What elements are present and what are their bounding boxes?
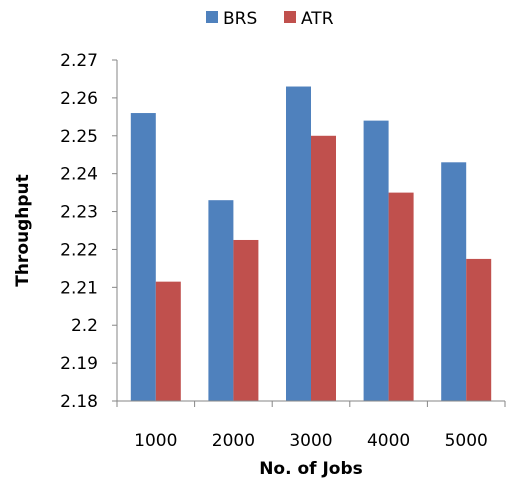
x-tick-labels: 1000 2000 3000 4000 5000 [134,431,488,451]
bar-atr-4000 [388,192,414,401]
bar-atr-1000 [155,281,181,401]
bar-brs-4000 [363,120,389,401]
x-tick-label: 5000 [445,431,488,451]
x-tick-label: 2000 [212,431,255,451]
x-axis-title: No. of Jobs [259,459,363,479]
x-tick-label: 3000 [289,431,332,451]
y-tick-label: 2.25 [60,127,98,147]
bar-brs-3000 [286,86,311,402]
y-tick-labels: 2.18 2.19 2.2 2.21 2.22 2.23 2.24 2.25 2.26 2.27 [60,51,98,412]
y-tick-label: 2.23 [60,203,98,223]
bar-atr-5000 [466,258,492,401]
y-axis-title: Throughput [13,174,33,287]
bars [130,86,492,402]
bar-brs-1000 [130,113,156,402]
x-tick-label: 4000 [367,431,410,451]
y-tick-label: 2.2 [71,316,98,336]
legend-label-atr: ATR [301,9,334,29]
y-tick-label: 2.18 [60,392,98,412]
y-tick-label: 2.22 [60,240,98,260]
y-tick-label: 2.24 [60,165,98,185]
bar-brs-2000 [208,200,234,401]
bar-atr-2000 [233,239,259,401]
bar-brs-5000 [441,162,467,401]
legend-swatch-brs [206,11,218,23]
y-tick-label: 2.21 [60,278,98,298]
y-tick-label: 2.19 [60,354,98,374]
y-tick-label: 2.27 [60,51,98,71]
axes [112,59,506,407]
legend-swatch-atr [284,11,296,23]
x-tick-label: 1000 [134,431,177,451]
legend-label-brs: BRS [223,9,257,29]
legend: BRS ATR [206,9,334,29]
bar-atr-3000 [311,135,336,401]
y-tick-label: 2.26 [60,89,98,109]
